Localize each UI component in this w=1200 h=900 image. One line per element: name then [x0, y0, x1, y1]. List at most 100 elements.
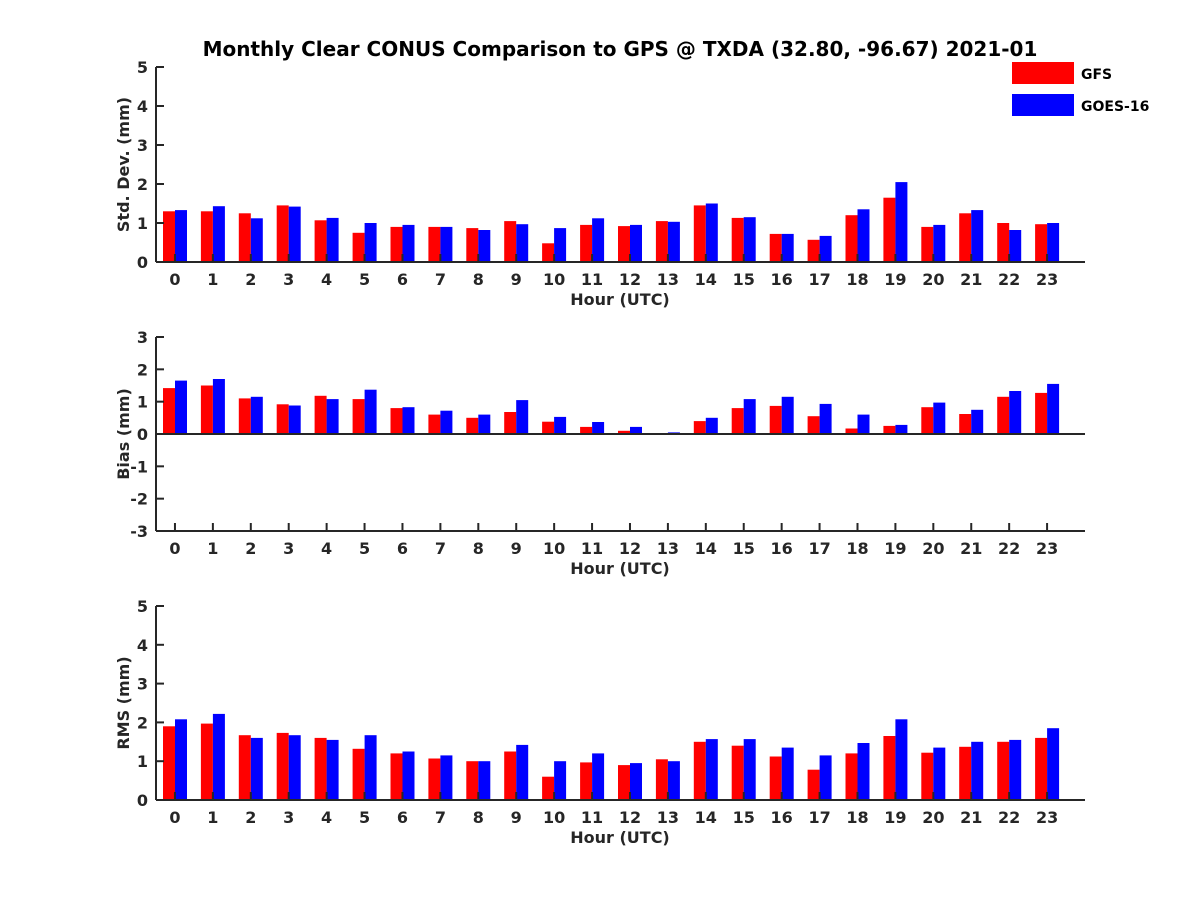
bar-goes-16-13: [667, 221, 680, 262]
bar-gfs-14: [693, 741, 706, 800]
x-axis-label: Hour (UTC): [570, 559, 670, 578]
bar-goes-16-4: [326, 399, 339, 434]
y-tick-label: 5: [137, 597, 148, 616]
y-tick-label: 3: [137, 328, 148, 347]
bar-gfs-0: [163, 388, 175, 434]
x-tick-label: 15: [733, 270, 755, 289]
y-tick-label: -2: [130, 490, 148, 509]
bar-goes-16-22: [1009, 391, 1022, 434]
bar-gfs-5: [352, 748, 365, 800]
y-tick-label: 0: [137, 425, 148, 444]
x-tick-label: 9: [511, 539, 522, 558]
x-tick-label: 7: [435, 808, 446, 827]
bar-gfs-15: [731, 217, 744, 262]
x-tick-label: 8: [473, 539, 484, 558]
bar-gfs-3: [276, 404, 289, 434]
bar-gfs-3: [276, 732, 289, 800]
x-tick-label: 14: [695, 539, 717, 558]
bar-gfs-8: [466, 228, 479, 262]
x-tick-label: 18: [846, 808, 868, 827]
y-axis-label: RMS (mm): [114, 656, 133, 749]
bar-gfs-2: [238, 398, 251, 434]
bar-goes-16-19: [895, 182, 908, 262]
legend: GFS GOES-16: [1012, 62, 1149, 116]
bar-gfs-12: [618, 765, 630, 800]
bar-goes-16-14: [705, 203, 718, 262]
x-tick-label: 13: [657, 270, 679, 289]
x-tick-label: 14: [695, 808, 717, 827]
bar-goes-16-15: [743, 399, 756, 434]
y-tick-label: 0: [137, 791, 148, 810]
y-tick-label: 3: [137, 136, 148, 155]
bar-gfs-21: [959, 213, 972, 263]
bar-goes-16-22: [1009, 230, 1022, 262]
bar-goes-16-12: [630, 224, 642, 262]
bar-goes-16-15: [743, 217, 756, 262]
bar-goes-16-16: [781, 747, 794, 800]
bar-gfs-5: [352, 399, 365, 434]
x-tick-label: 21: [960, 539, 982, 558]
x-tick-label: 16: [771, 539, 793, 558]
x-tick-label: 19: [884, 270, 906, 289]
x-tick-label: 17: [808, 539, 830, 558]
bar-gfs-19: [883, 197, 896, 262]
y-tick-label: -3: [130, 522, 148, 541]
bar-gfs-17: [807, 239, 820, 262]
bar-gfs-1: [200, 723, 213, 800]
x-tick-label: 17: [808, 270, 830, 289]
x-tick-label: 1: [207, 808, 218, 827]
x-tick-label: 14: [695, 270, 717, 289]
bar-goes-16-3: [288, 735, 301, 800]
bar-goes-16-2: [250, 218, 263, 262]
bar-goes-16-9: [516, 744, 529, 800]
x-tick-label: 12: [619, 808, 641, 827]
bar-gfs-17: [807, 769, 820, 800]
bar-goes-16-8: [478, 414, 491, 434]
x-tick-label: 10: [543, 808, 565, 827]
bar-goes-16-0: [175, 380, 187, 434]
x-tick-label: 5: [359, 539, 370, 558]
x-tick-label: 22: [998, 808, 1020, 827]
x-tick-label: 3: [283, 539, 294, 558]
bar-goes-16-21: [971, 409, 984, 435]
bar-gfs-16: [769, 233, 782, 262]
y-tick-label: 2: [137, 175, 148, 194]
y-tick-label: 0: [137, 253, 148, 272]
x-tick-label: 2: [245, 270, 256, 289]
bar-gfs-11: [580, 762, 593, 800]
x-tick-label: 22: [998, 539, 1020, 558]
bar-goes-16-17: [819, 235, 832, 262]
bar-gfs-23: [1035, 737, 1048, 800]
y-tick-label: 4: [137, 97, 148, 116]
bar-goes-16-23: [1047, 728, 1060, 800]
x-tick-label: 16: [771, 270, 793, 289]
bar-gfs-23: [1035, 224, 1048, 262]
bar-goes-16-21: [971, 741, 984, 800]
y-tick-label: 2: [137, 360, 148, 379]
x-tick-label: 23: [1036, 270, 1058, 289]
legend-label-gfs: GFS: [1081, 67, 1112, 83]
bar-gfs-14: [693, 205, 706, 262]
x-tick-label: 6: [397, 539, 408, 558]
bar-goes-16-17: [819, 403, 832, 434]
bar-gfs-1: [200, 211, 213, 262]
y-tick-label: 3: [137, 675, 148, 694]
bar-goes-16-21: [971, 210, 984, 262]
bar-gfs-19: [883, 425, 896, 434]
x-tick-label: 11: [581, 270, 603, 289]
x-tick-label: 3: [283, 808, 294, 827]
x-tick-label: 4: [321, 270, 332, 289]
x-tick-label: 10: [543, 270, 565, 289]
x-tick-label: 5: [359, 270, 370, 289]
x-tick-label: 12: [619, 539, 641, 558]
bar-gfs-6: [390, 408, 403, 434]
bar-goes-16-4: [326, 217, 339, 262]
bar-gfs-22: [997, 741, 1010, 800]
bar-gfs-5: [352, 232, 365, 263]
bar-goes-16-9: [516, 224, 529, 262]
x-tick-label: 2: [245, 808, 256, 827]
bar-goes-16-7: [440, 755, 453, 800]
bar-gfs-20: [921, 226, 934, 262]
bar-goes-16-7: [440, 226, 453, 262]
y-axis-label: Std. Dev. (mm): [114, 97, 133, 232]
